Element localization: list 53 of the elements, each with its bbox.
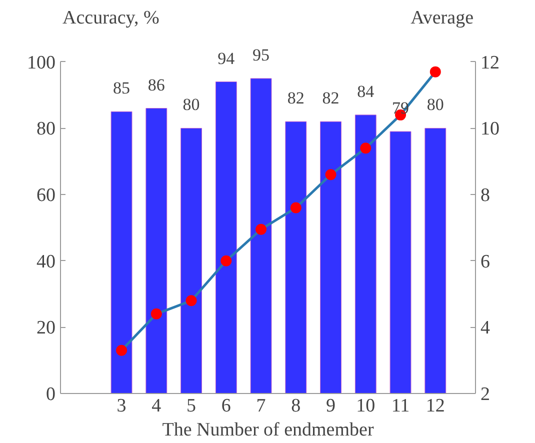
point [325,169,336,180]
data-label: 94 [218,48,236,68]
point [116,344,128,356]
data-label: 82 [287,88,304,108]
bar [390,131,412,394]
bar [354,114,376,394]
y-tick-label: 60 [36,185,56,206]
bar [146,108,168,394]
y2-tick-label: 6 [480,251,490,272]
data-label: 80 [182,95,200,114]
x-tick-label: 3 [116,396,126,416]
data-label: 95 [252,45,270,64]
y2-tick-label: 12 [480,52,500,74]
x-axis-title: The Number of endmember [162,420,374,440]
bar [320,121,342,394]
bar [215,82,237,394]
y2-tick-label: 10 [480,118,500,140]
x-tick-label: 10 [356,396,376,416]
y-tick-label: 0 [46,384,56,405]
y-tick-label: 100 [27,52,56,74]
point [360,142,372,154]
x-tick-label: 11 [391,396,410,416]
data-label: 85 [113,78,130,98]
point [290,202,302,214]
data-label: 84 [357,82,375,101]
data-label: 80 [426,95,444,114]
y-tick-label: 40 [36,251,56,272]
point [430,66,441,78]
x-tick-label: 4 [152,396,162,416]
x-tick-label: 9 [326,396,336,416]
bar [180,128,202,394]
y2-tick-label: 8 [480,185,490,206]
y2-tick-label: 4 [480,318,490,339]
bar [285,121,307,394]
x-tick-label: 5 [186,396,196,416]
point [186,295,197,306]
point [150,308,162,320]
point [256,224,267,235]
y2-tick-label: 2 [480,384,490,405]
x-tick-label: 6 [221,396,231,416]
x-tick-label: 7 [256,396,266,416]
bar [424,128,446,394]
point [220,255,232,266]
data-label: 86 [148,75,165,94]
data-label: 82 [322,88,340,108]
x-tick-label: 8 [291,396,301,416]
y-tick-label: 20 [36,318,56,339]
bar [110,111,132,394]
bar [250,78,272,394]
y-tick-label: 80 [36,118,56,140]
x-tick-label: 12 [426,396,445,416]
y-axis-title: Accuracy, % [62,8,160,28]
y2-axis-title: Average [410,8,474,28]
